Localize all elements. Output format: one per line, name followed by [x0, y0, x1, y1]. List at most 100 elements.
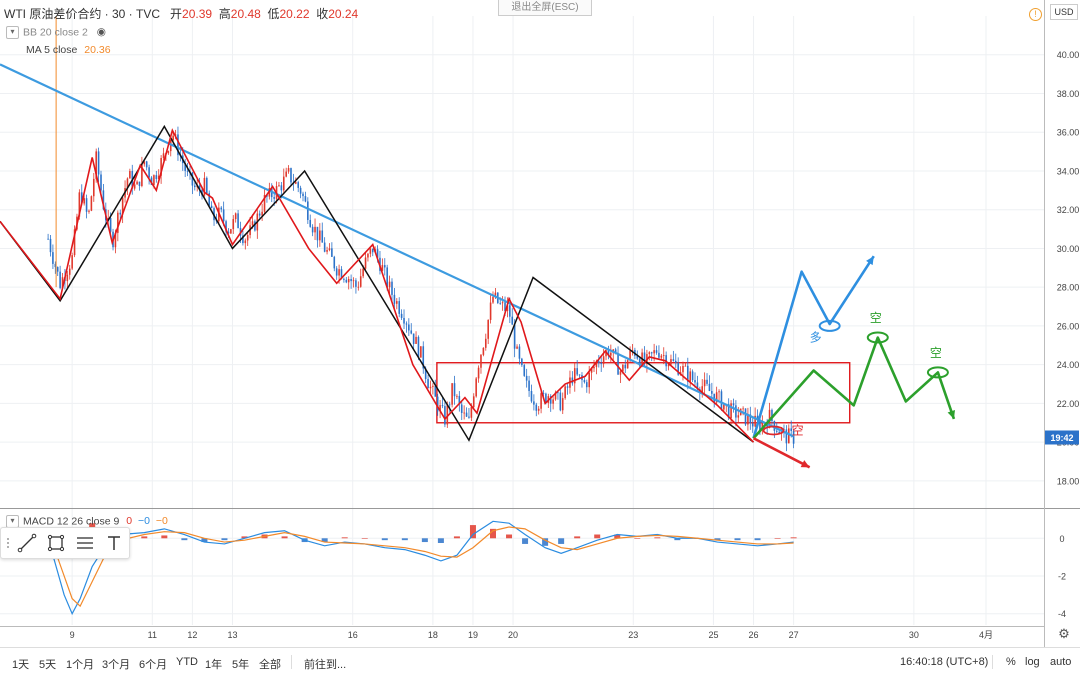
candle-body	[566, 386, 569, 388]
long-marker	[818, 319, 841, 332]
candle-body	[297, 182, 300, 188]
candle-body	[436, 396, 439, 412]
candle-body	[730, 403, 732, 419]
candle-body	[54, 263, 57, 268]
candle-body	[573, 368, 576, 384]
alert-icon[interactable]: !	[1029, 8, 1042, 21]
range-1d[interactable]: 1天	[12, 659, 30, 671]
clock-readout[interactable]: 16:40:18 (UTC+8)	[900, 656, 989, 668]
short-label: 空	[792, 423, 804, 437]
macd-histogram-bar	[221, 538, 228, 541]
candle-body	[501, 302, 504, 304]
text-tool-icon[interactable]	[104, 533, 124, 553]
candle-body	[484, 338, 487, 348]
candle-body	[282, 176, 285, 191]
macd-histogram-bar	[141, 536, 148, 539]
candle-body	[588, 372, 590, 388]
macd-histogram-bar	[201, 538, 208, 543]
gear-icon[interactable]: ⚙	[1058, 626, 1070, 641]
candle-body	[232, 219, 235, 230]
percent-toggle[interactable]: %	[1006, 656, 1016, 668]
candle-body	[333, 256, 336, 269]
candle-body	[689, 371, 691, 382]
candle-body	[528, 380, 530, 391]
candle-body	[677, 362, 679, 375]
goto-date-button[interactable]: 前往到...	[304, 659, 347, 671]
candle-body	[614, 349, 617, 354]
candle-body	[518, 346, 521, 359]
zigzag-black	[0, 124, 754, 443]
candle-body	[148, 167, 150, 178]
candle-body	[92, 178, 95, 197]
candle-body	[619, 371, 622, 375]
macd-histogram-bar	[453, 536, 460, 539]
candle-body	[102, 190, 105, 210]
candle-body	[624, 364, 627, 369]
close-label: 收	[316, 7, 329, 21]
rectangle-tool-icon[interactable]	[46, 533, 66, 553]
candle-body	[222, 209, 225, 222]
candle-body	[290, 168, 292, 183]
candle-body	[153, 175, 155, 186]
macd-pane	[45, 520, 797, 616]
currency-badge[interactable]: USD	[1050, 4, 1078, 20]
candle-body	[557, 392, 559, 394]
candle-body	[600, 362, 603, 364]
candle-body	[468, 416, 470, 418]
candle-body	[494, 292, 497, 297]
time-tick-label: 19	[468, 630, 478, 640]
price-tick-label: 38.00	[1057, 89, 1080, 99]
candle-body	[420, 346, 422, 358]
macd-histogram-bar	[574, 536, 581, 539]
eye-icon[interactable]: ◉	[96, 26, 106, 39]
range-6m[interactable]: 6个月	[139, 659, 168, 671]
ma-indicator-row: MA 5 close 20.36	[26, 44, 111, 56]
range-1m[interactable]: 1个月	[66, 659, 95, 671]
trendline-tool-icon[interactable]	[17, 533, 37, 553]
fib-tool-icon[interactable]	[75, 533, 95, 553]
scenario-short-arrow-head	[800, 460, 810, 468]
candle-body	[626, 360, 629, 369]
chevron-down-icon[interactable]: ▾	[6, 26, 19, 39]
candle-body	[561, 398, 564, 411]
candle-body	[602, 356, 605, 364]
range-1y[interactable]: 1年	[205, 659, 223, 671]
range-5y[interactable]: 5年	[232, 659, 250, 671]
candle-body	[136, 181, 138, 185]
candle-body	[535, 404, 538, 411]
drag-handle-icon[interactable]	[5, 533, 25, 553]
macd-indicator-row[interactable]: ▾ MACD 12 26 close 9 0 −0 −0	[6, 515, 168, 528]
range-5d[interactable]: 5天	[39, 659, 57, 671]
candle-body	[756, 415, 759, 420]
candle-body	[220, 207, 223, 210]
candle-body	[408, 324, 410, 331]
candle-body	[323, 242, 326, 252]
exit-fullscreen-button[interactable]: 退出全屏(ESC)	[498, 0, 592, 16]
price-tick-label: 24.00	[1057, 360, 1080, 370]
candle-body	[169, 140, 172, 152]
macd-histogram-bar	[714, 538, 721, 541]
candle-body	[97, 151, 100, 175]
symbol-title: WTI 原油差价合约 · 30 · TVC	[4, 7, 161, 21]
candle-body	[444, 406, 446, 425]
bb-indicator-row[interactable]: ▾ BB 20 close 2 ◉	[6, 26, 106, 39]
log-toggle[interactable]: log	[1025, 656, 1040, 668]
candle-body	[429, 386, 432, 389]
candle-body	[388, 281, 391, 288]
candle-body	[83, 198, 85, 204]
range-3m[interactable]: 3个月	[102, 659, 131, 671]
auto-toggle[interactable]: auto	[1050, 656, 1072, 668]
candle-body	[369, 248, 372, 254]
range-ytd[interactable]: YTD	[176, 656, 198, 668]
candle-body	[598, 361, 600, 363]
candle-body	[460, 404, 463, 413]
range-all[interactable]: 全部	[259, 659, 281, 671]
candle-body	[662, 355, 665, 356]
candle-body	[417, 336, 420, 358]
candle-body	[66, 274, 69, 282]
candle-body	[694, 380, 696, 383]
candle-body	[343, 278, 345, 280]
candle-body	[254, 221, 256, 231]
macd-histogram-bar	[469, 525, 476, 539]
